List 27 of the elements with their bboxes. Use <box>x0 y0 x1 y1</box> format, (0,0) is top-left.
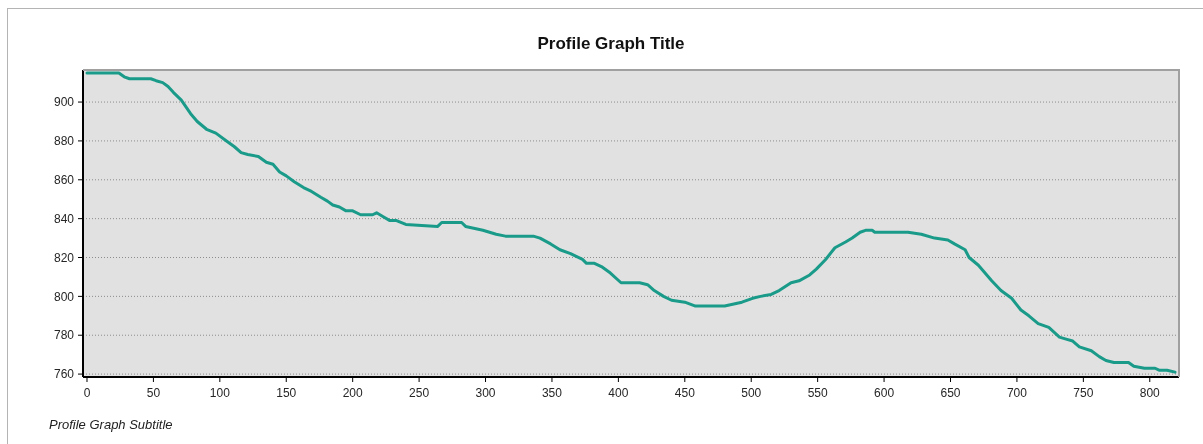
x-tick-label: 700 <box>1006 385 1028 400</box>
x-tick-label: 100 <box>209 385 231 400</box>
x-tick-label: 800 <box>1139 385 1161 400</box>
text: Profile Graph Subtitle <box>49 417 173 433</box>
x-tick-label: 500 <box>741 385 762 400</box>
x-tick-label: 750 <box>1073 385 1094 400</box>
y-tick-label: 840 <box>53 211 75 226</box>
y-tick-label: 860 <box>53 173 75 188</box>
x-tick-label: 250 <box>409 385 430 400</box>
y-tick-label: 760 <box>53 367 75 382</box>
chart-title: Profile Graph Title <box>537 34 685 54</box>
x-tick-label: 200 <box>342 385 364 400</box>
x-tick-label: 400 <box>608 385 629 400</box>
y-tick-label: 780 <box>53 328 75 343</box>
x-tick-label: 150 <box>276 385 297 400</box>
x-tick-label: 350 <box>541 385 563 400</box>
x-tick-label: 50 <box>146 385 161 400</box>
y-tick-label: 900 <box>53 95 75 110</box>
x-tick-label: 450 <box>674 385 696 400</box>
y-tick-label: 880 <box>53 134 75 149</box>
x-tick-label: 550 <box>807 385 828 400</box>
x-tick-label: 0 <box>83 385 91 400</box>
x-tick-label: 650 <box>940 385 961 400</box>
x-tick-label: 300 <box>475 385 496 400</box>
x-tick-label: 600 <box>874 385 895 400</box>
y-tick-label: 800 <box>53 289 75 304</box>
y-tick-label: 820 <box>53 250 75 265</box>
